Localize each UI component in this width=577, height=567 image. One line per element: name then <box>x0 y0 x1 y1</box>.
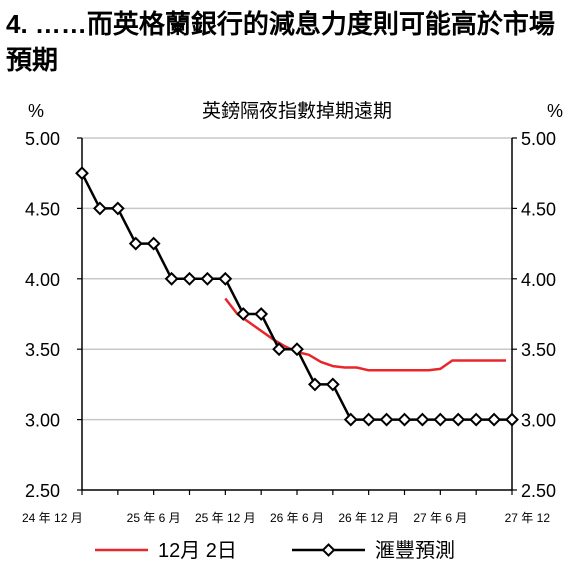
data-point <box>218 271 233 286</box>
data-point <box>505 412 519 427</box>
page-title: 4. ……而英格蘭銀行的減息力度則可能高於市場預期 <box>6 9 555 75</box>
data-point <box>469 412 484 427</box>
x-tick-label: 25 年 6 月 <box>127 511 181 525</box>
x-tick-label: 24 年 12 月 <box>22 511 83 525</box>
y-tick-label-right: 3.50 <box>521 340 556 360</box>
y-tick-label-right: 4.50 <box>521 199 556 219</box>
x-tick-label: 27 年 12 <box>505 511 551 525</box>
y-tick-label-right: 5.00 <box>521 129 556 149</box>
y-unit-right: % <box>547 101 563 121</box>
series-line-1 <box>80 172 512 421</box>
data-point <box>182 271 197 286</box>
data-point <box>433 412 448 427</box>
data-point <box>379 412 394 427</box>
y-tick-label-right: 2.50 <box>521 481 556 501</box>
x-tick-label: 27 年 6 月 <box>413 511 467 525</box>
data-point <box>415 412 430 427</box>
data-point <box>236 307 251 321</box>
data-point <box>200 271 215 286</box>
data-point <box>146 236 161 251</box>
data-point <box>325 377 340 392</box>
chart-title: 英鎊隔夜指數掉期遠期 <box>202 100 392 122</box>
data-point <box>290 342 304 357</box>
data-point <box>254 307 269 321</box>
data-point <box>272 342 286 357</box>
data-point <box>128 236 143 251</box>
y-tick-label-left: 5.00 <box>25 129 60 149</box>
series-line-0 <box>224 297 506 372</box>
y-unit-left: % <box>28 101 44 121</box>
x-tick-label: 26 年 6 月 <box>270 511 324 525</box>
legend-label-1: 滙豐預測 <box>375 539 455 562</box>
data-point <box>487 412 501 427</box>
y-tick-label-left: 3.50 <box>25 340 60 360</box>
y-tick-label-right: 3.00 <box>521 411 556 431</box>
y-tick-label-right: 4.00 <box>521 270 556 290</box>
data-point <box>451 412 466 427</box>
data-point <box>397 412 412 427</box>
data-point <box>164 271 179 286</box>
data-point <box>110 201 125 216</box>
legend-label-0: 12月 2日 <box>158 540 237 562</box>
data-point <box>343 412 358 427</box>
x-tick-label: 25 年 12 月 <box>195 511 256 525</box>
data-point <box>93 201 107 216</box>
data-point <box>361 412 376 427</box>
x-tick-label: 26 年 12 月 <box>338 511 399 525</box>
legend-marker-1 <box>321 543 336 557</box>
data-point <box>75 166 89 181</box>
y-tick-label-left: 4.50 <box>25 199 60 219</box>
y-tick-label-left: 3.00 <box>25 411 60 431</box>
data-point <box>308 377 322 392</box>
y-tick-label-left: 2.50 <box>25 481 60 501</box>
y-tick-label-left: 4.00 <box>25 270 60 290</box>
